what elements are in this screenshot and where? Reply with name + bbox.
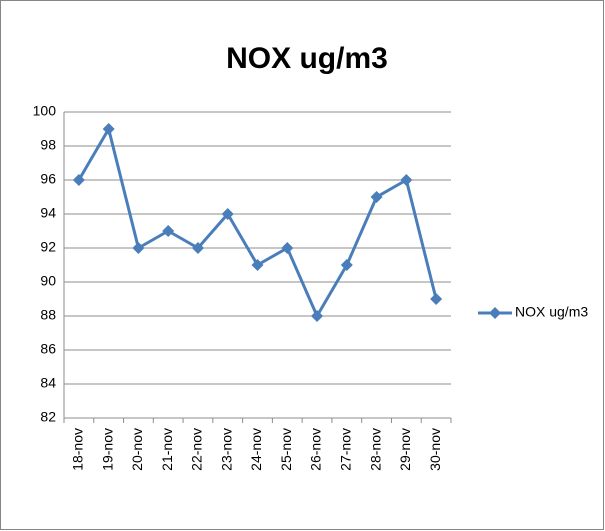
y-tick-label: 92 xyxy=(40,239,56,255)
marker xyxy=(132,242,145,254)
y-tick-label: 82 xyxy=(40,409,56,425)
x-tick-label: 28-nov xyxy=(367,428,383,471)
marker xyxy=(251,259,264,271)
x-tick-label: 21-nov xyxy=(159,428,175,471)
x-tick-label: 22-nov xyxy=(189,428,205,471)
y-tick-label: 94 xyxy=(40,205,56,221)
y-tick-label: 90 xyxy=(40,273,56,289)
legend-marker xyxy=(489,307,501,319)
x-tick-label: 25-nov xyxy=(278,428,294,471)
marker xyxy=(430,293,443,305)
x-tick-label: 26-nov xyxy=(308,428,324,471)
marker xyxy=(400,174,413,186)
y-tick-label: 86 xyxy=(40,341,56,357)
marker xyxy=(191,242,204,254)
marker xyxy=(72,174,85,186)
marker xyxy=(102,123,115,135)
marker xyxy=(311,310,324,322)
y-tick-label: 84 xyxy=(40,375,56,391)
x-tick-label: 24-nov xyxy=(248,428,264,471)
x-tick-label: 18-nov xyxy=(70,428,86,471)
marker xyxy=(340,259,353,271)
x-tick-label: 20-nov xyxy=(129,428,145,471)
y-tick-label: 98 xyxy=(40,137,56,153)
chart-title: NOX ug/m3 xyxy=(226,42,388,75)
y-tick-label: 88 xyxy=(40,307,56,323)
y-tick-label: 96 xyxy=(40,171,56,187)
x-tick-label: 19-nov xyxy=(99,428,115,471)
marker xyxy=(162,225,175,237)
marker xyxy=(221,208,234,220)
marker xyxy=(370,191,383,203)
marker xyxy=(281,242,294,254)
y-tick-label: 100 xyxy=(33,103,57,119)
x-tick-label: 29-nov xyxy=(397,428,413,471)
legend-label: NOX ug/m3 xyxy=(515,304,588,320)
x-tick-label: 27-nov xyxy=(338,428,354,471)
x-tick-label: 23-nov xyxy=(218,428,234,471)
x-tick-label: 30-nov xyxy=(427,428,443,471)
